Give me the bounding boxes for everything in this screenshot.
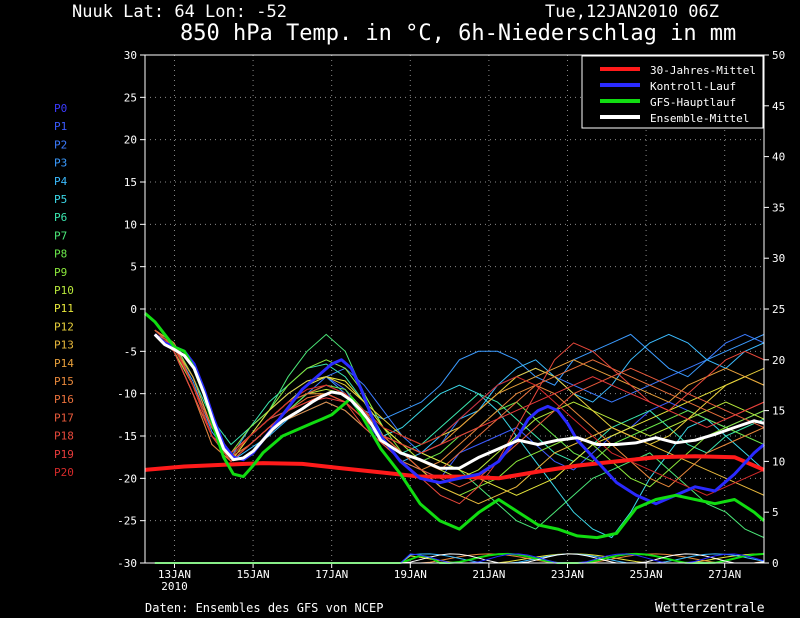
member-label-p19: P19 bbox=[54, 448, 74, 461]
chart-title: 850 hPa Temp. in °C, 6h-Niederschlag in … bbox=[180, 21, 736, 46]
main-series-lines bbox=[144, 312, 765, 540]
member-label-p6: P6 bbox=[54, 211, 67, 224]
y-tick-label-right: 45 bbox=[772, 100, 785, 113]
member-label-list: P0 P1 P2 P3 P4 P5 P6 P7 P8 P9 P10 P11 P12 P13 P14 P15 P1… bbox=[54, 102, 74, 479]
legend-label-gfs: GFS-Hauptlauf bbox=[650, 96, 736, 109]
x-tick-label: 13JAN bbox=[158, 568, 191, 581]
member-label-p16: P16 bbox=[54, 393, 74, 406]
member-label-p7: P7 bbox=[54, 229, 67, 242]
member-label-p15: P15 bbox=[54, 375, 74, 388]
series-line-mean bbox=[153, 333, 765, 470]
member-label-p3: P3 bbox=[54, 157, 67, 170]
y-tick-label-right: 50 bbox=[772, 49, 785, 62]
member-label-p11: P11 bbox=[54, 302, 74, 315]
y-tick-label-left: 10 bbox=[124, 218, 137, 231]
y-tick-label-right: 30 bbox=[772, 252, 785, 265]
member-label-p1: P1 bbox=[54, 120, 67, 133]
member-label-p9: P9 bbox=[54, 266, 67, 279]
member-label-p20: P20 bbox=[54, 466, 74, 479]
y-tick-label-left: 15 bbox=[124, 176, 137, 189]
member-line-p19 bbox=[154, 334, 765, 463]
member-label-p18: P18 bbox=[54, 430, 74, 443]
x-tick-label: 27JAN bbox=[708, 568, 741, 581]
data-source: Daten: Ensembles des GFS von NCEP bbox=[145, 601, 383, 615]
grid-lines bbox=[145, 54, 764, 564]
member-label-p13: P13 bbox=[54, 339, 74, 352]
x-tick-label: 23JAN bbox=[551, 568, 584, 581]
legend-label-clim: 30-Jahres-Mittel bbox=[650, 64, 756, 77]
x-tick-year-label: 2010 bbox=[161, 580, 188, 593]
y-tick-label-left: -5 bbox=[124, 345, 137, 358]
y-tick-label-left: -10 bbox=[117, 388, 137, 401]
y-tick-label-right: 20 bbox=[772, 354, 785, 367]
member-line-p14 bbox=[154, 333, 765, 454]
series-line-control bbox=[153, 333, 765, 506]
x-tick-label: 17JAN bbox=[315, 568, 348, 581]
member-label-p14: P14 bbox=[54, 357, 74, 370]
ensemble-member-lines bbox=[154, 329, 765, 539]
y-tick-label-right: 0 bbox=[772, 557, 779, 570]
y-tick-label-left: -25 bbox=[117, 515, 137, 528]
legend-label-mean: Ensemble-Mittel bbox=[650, 112, 749, 125]
member-label-p4: P4 bbox=[54, 175, 68, 188]
member-label-p2: P2 bbox=[54, 138, 67, 151]
y-tick-label-left: 5 bbox=[130, 261, 137, 274]
series-line-clim bbox=[144, 454, 765, 481]
y-tick-label-right: 10 bbox=[772, 455, 785, 468]
y-tick-label-left: 20 bbox=[124, 134, 137, 147]
member-label-p0: P0 bbox=[54, 102, 67, 115]
y-tick-label-left: -20 bbox=[117, 472, 137, 485]
y-tick-label-left: 25 bbox=[124, 91, 137, 104]
member-label-p10: P10 bbox=[54, 284, 74, 297]
y-tick-label-right: 25 bbox=[772, 303, 785, 316]
member-label-p8: P8 bbox=[54, 248, 67, 261]
y-tick-label-right: 5 bbox=[772, 506, 779, 519]
x-tick-label: 25JAN bbox=[630, 568, 663, 581]
x-tick-label: 21JAN bbox=[472, 568, 505, 581]
brand-label: Wetterzentrale bbox=[655, 601, 765, 616]
member-line-p12 bbox=[154, 329, 765, 454]
run-time-label: Tue,12JAN2010 06Z bbox=[545, 2, 719, 22]
x-tick-label: 19JAN bbox=[394, 568, 427, 581]
series-line-gfs bbox=[144, 312, 765, 540]
location-label: Nuuk Lat: 64 Lon: -52 bbox=[72, 2, 287, 22]
member-label-p5: P5 bbox=[54, 193, 67, 206]
y-tick-label-left: 30 bbox=[124, 49, 137, 62]
plot-frame bbox=[144, 54, 765, 564]
legend: 30-Jahres-Mittel Kontroll-Lauf GFS-Haupt… bbox=[581, 55, 764, 129]
y-tick-label-left: -15 bbox=[117, 430, 137, 443]
y-tick-label-right: 15 bbox=[772, 405, 785, 418]
x-tick-label: 15JAN bbox=[237, 568, 270, 581]
member-label-p17: P17 bbox=[54, 411, 74, 424]
legend-label-control: Kontroll-Lauf bbox=[650, 80, 736, 93]
member-line-p16 bbox=[154, 334, 765, 471]
y-axis-left-ticks: 30 25 20 15 10 5 0 -5 -10 -15 -20 -25 -30 bbox=[117, 49, 145, 570]
member-label-p12: P12 bbox=[54, 320, 74, 333]
precipitation-lines bbox=[154, 552, 765, 564]
y-tick-label-right: 35 bbox=[772, 201, 785, 214]
y-tick-label-left: -30 bbox=[117, 557, 137, 570]
y-tick-label-left: 0 bbox=[130, 303, 137, 316]
member-line-p20 bbox=[154, 333, 765, 496]
y-tick-label-right: 40 bbox=[772, 151, 785, 164]
